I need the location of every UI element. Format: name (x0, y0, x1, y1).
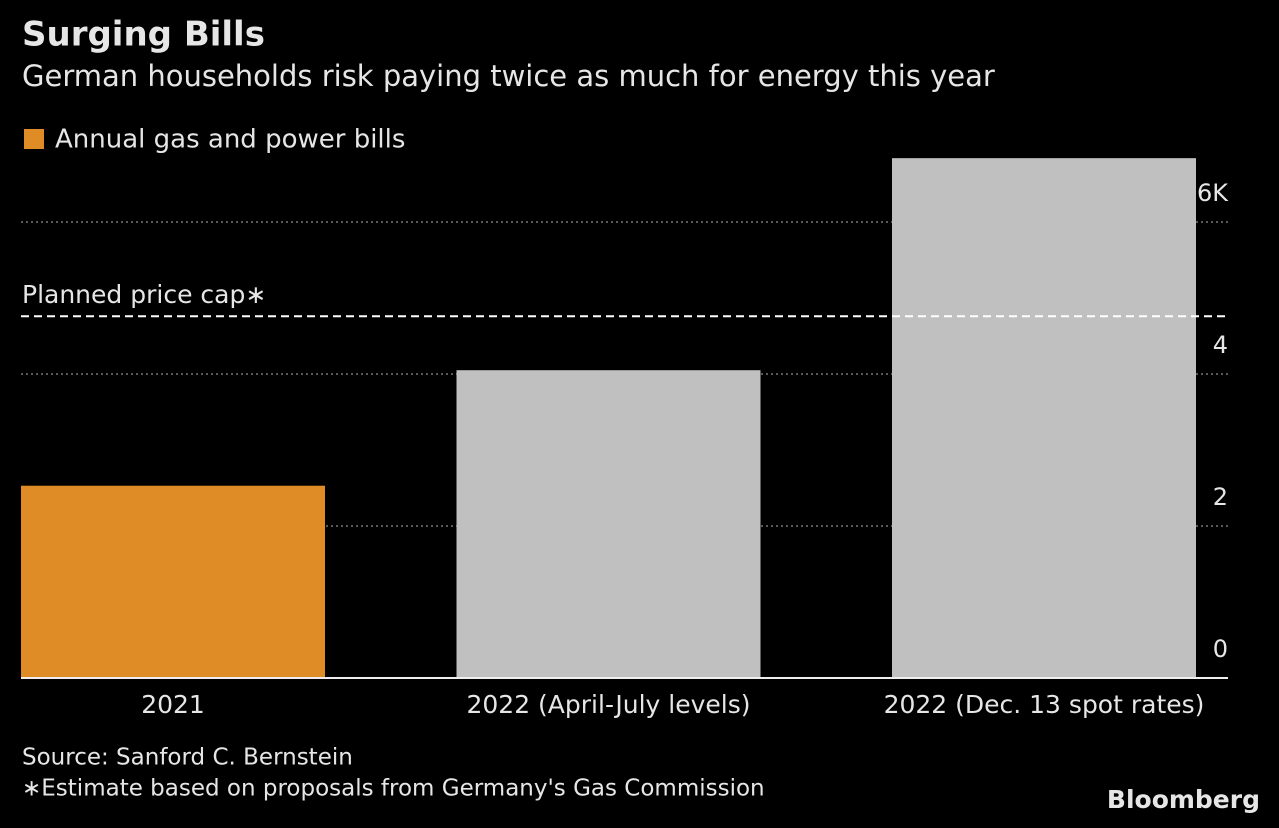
x-tick-label: 2021 (141, 690, 205, 719)
y-tick-label: 0 (1213, 635, 1228, 663)
note: ∗Estimate based on proposals from German… (22, 776, 765, 802)
y-tick-label: 4 (1213, 331, 1228, 359)
y-tick-label: 2 (1213, 483, 1228, 511)
x-tick-label: 2022 (Dec. 13 spot rates) (884, 690, 1205, 719)
chart-title: Surging Bills (22, 15, 265, 55)
bar (892, 158, 1196, 678)
reference-label: Planned price cap∗ (22, 280, 266, 309)
source: Source: Sanford C. Bernstein (22, 745, 353, 771)
bar (456, 370, 761, 678)
logo: Bloomberg (1107, 785, 1260, 814)
chart-subtitle: German households risk paying twice as m… (22, 59, 995, 93)
bar (21, 485, 325, 678)
x-tick-label: 2022 (April-July levels) (466, 690, 750, 719)
legend-swatch (24, 129, 44, 149)
legend-label: Annual gas and power bills (55, 125, 405, 155)
